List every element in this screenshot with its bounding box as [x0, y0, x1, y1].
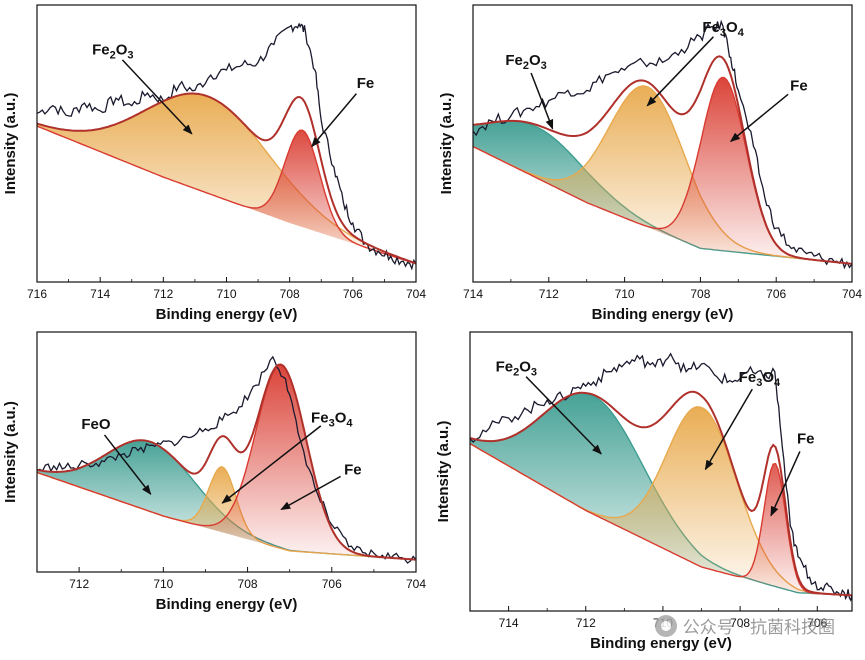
xps-panel-c: 712 710 708 706 704 Binding energy (eV) Intens…: [2, 331, 426, 613]
annotation-label: Fe: [790, 77, 808, 94]
x-axis-title: Binding energy (eV): [590, 635, 732, 652]
plot-frame: [36, 331, 417, 573]
x-axis-title: Binding energy (eV): [156, 596, 298, 613]
x-tick-label: 708: [238, 577, 258, 591]
annotation-arrow: [646, 36, 714, 107]
peak-fill-fe: [37, 126, 416, 264]
peak-curve-fe: [37, 125, 416, 265]
watermark-text: 公众号 · 抗菌科技圈: [682, 618, 835, 638]
x-tick-label: 712: [153, 287, 173, 301]
annotation-arrow: [121, 59, 193, 135]
fit-envelope: [37, 363, 416, 561]
x-tick-label: 704: [406, 577, 426, 591]
y-axis-title: Intensity (a.u.): [438, 93, 455, 195]
x-tick-label: 706: [807, 616, 827, 630]
annotation-label: Fe: [344, 462, 362, 479]
annotation-arrow: [729, 93, 789, 143]
annotation-arrow: [770, 451, 801, 517]
plot-frame: [469, 331, 853, 612]
annotation-label: Fe3O4: [739, 369, 781, 389]
x-tick-label: 704: [842, 287, 862, 301]
raw-spectrum: [37, 355, 416, 564]
x-tick-label: 712: [576, 616, 596, 630]
peak-fill-fe3o4: [473, 86, 852, 264]
annotation-arrow: [221, 425, 322, 504]
x-axis-title: Binding energy (eV): [156, 306, 298, 323]
x-tick-label: 704: [406, 287, 426, 301]
peak-fill-fe: [37, 365, 416, 560]
peak-fill-fe3o4: [37, 466, 416, 560]
x-tick-label: 706: [766, 287, 786, 301]
annotation-arrow: [103, 434, 152, 495]
fit-envelope: [470, 390, 852, 597]
x-tick-label: 708: [280, 287, 300, 301]
peak-fill-fe: [470, 443, 852, 596]
annotation-arrow: [704, 388, 753, 471]
raw-spectrum: [470, 352, 852, 602]
annotation-arrow: [530, 72, 554, 130]
annotation-arrow: [525, 376, 602, 455]
fit-envelope: [37, 92, 416, 265]
xps-panel-d: 714712710708706Binding energy (eV)Intens…: [435, 331, 853, 652]
raw-spectrum: [37, 22, 416, 271]
peak-fill-fe2o3: [470, 393, 852, 596]
annotation-label: Fe2O3: [505, 52, 546, 72]
y-axis-title: Intensity (a.u.): [2, 93, 19, 195]
x-tick-label: 714: [90, 287, 110, 301]
annotation-label: Fe: [797, 431, 815, 448]
x-tick-label: 706: [343, 287, 363, 301]
xps-panel-a: 716 714 712 710 708 706 704 Binding energy (eV)…: [2, 4, 426, 323]
watermark: 公众号 · 抗菌科技圈: [654, 613, 835, 638]
annotation-label: Fe2O3: [92, 42, 133, 62]
x-tick-label: 710: [216, 287, 236, 301]
wechat-icon: [654, 614, 677, 637]
annotation-arrow: [280, 475, 341, 511]
x-tick-label: 714: [463, 287, 483, 301]
raw-spectrum: [473, 19, 852, 270]
x-tick-label: 710: [153, 577, 173, 591]
annotation-label: FeO: [81, 416, 111, 433]
peak-fill-fe: [473, 77, 852, 264]
x-axis-title: Binding energy (eV): [592, 306, 734, 323]
x-tick-label: 706: [322, 577, 342, 591]
fit-envelope: [473, 55, 852, 265]
xps-panel-b: 714 712 710 708 706 704 Binding energy (eV) Int…: [438, 4, 862, 323]
annotation-label: Fe3O4: [702, 19, 744, 39]
y-axis-title: Intensity (a.u.): [2, 401, 19, 503]
x-tick-label: 714: [499, 616, 519, 630]
annotation-label: Fe2O3: [496, 359, 537, 379]
annotation-arrow: [311, 93, 357, 148]
annotation-label: Fe3O4: [311, 409, 353, 429]
y-axis-title: Intensity (a.u.): [435, 421, 452, 523]
x-tick-label: 708: [730, 616, 750, 630]
peak-fill-fe2o3: [37, 93, 416, 264]
x-tick-label: 712: [69, 577, 89, 591]
peak-fill-fe2o3: [473, 121, 852, 264]
annotation-label: Fe: [357, 75, 375, 92]
x-tick-label: 716: [27, 287, 47, 301]
x-tick-label: 710: [615, 287, 635, 301]
x-tick-label: 708: [690, 287, 710, 301]
x-tick-label: 712: [539, 287, 559, 301]
peak-fill-fe3o4: [470, 406, 852, 596]
